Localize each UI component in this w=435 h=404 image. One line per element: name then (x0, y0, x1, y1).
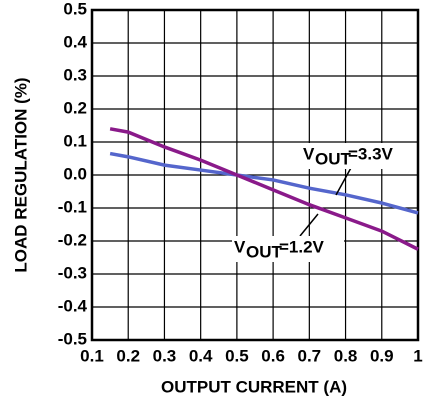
annotation-bg (301, 143, 413, 169)
y-tick-label: 0.4 (63, 32, 87, 51)
annotation-arrow (335, 165, 353, 196)
x-tick-label: 0.8 (334, 346, 358, 365)
y-tick-label: -0.4 (58, 296, 88, 315)
annotation-subscript: OUT (315, 149, 352, 168)
plot-frame (90, 8, 420, 342)
annotation: V OUT=1.2V (234, 237, 325, 261)
y-tick-label: -0.5 (58, 329, 87, 348)
y-tick-label: 0.0 (63, 164, 87, 183)
annotation-text: V (234, 237, 246, 256)
annotation-subscript: OUT (246, 242, 283, 261)
annotation: V OUT=3.3V (303, 144, 394, 168)
x-axis-label: OUTPUT CURRENT (A) (161, 377, 347, 396)
annotation-text: =1.2V (279, 237, 325, 256)
x-tick-label: 0.4 (189, 346, 213, 365)
x-tick-label: 0.9 (370, 346, 394, 365)
x-tick-label: 0.6 (261, 346, 285, 365)
x-tick-label: 0.1 (80, 346, 104, 365)
annotation-text: =3.3V (348, 144, 394, 163)
y-tick-label: 0.5 (63, 0, 87, 18)
y-tick-label: -0.1 (58, 197, 87, 216)
y-axis-label: LOAD REGULATION (%) (11, 77, 30, 272)
y-tick-label: 0.1 (63, 131, 87, 150)
series-line (109, 127, 419, 251)
x-tick-label: 0.5 (225, 346, 249, 365)
annotation-bg (232, 236, 344, 262)
series-line (109, 151, 419, 215)
annotation-arrow (299, 213, 319, 237)
x-tick-label: 1 (413, 346, 422, 365)
y-tick-label: -0.3 (58, 263, 87, 282)
x-tick-label: 0.3 (153, 346, 177, 365)
y-tick-label: 0.3 (63, 65, 87, 84)
y-tick-label: -0.2 (58, 230, 87, 249)
y-tick-label: 0.2 (63, 98, 87, 117)
x-tick-label: 0.2 (116, 346, 140, 365)
annotation-text: V (303, 144, 315, 163)
x-tick-label: 0.7 (298, 346, 322, 365)
